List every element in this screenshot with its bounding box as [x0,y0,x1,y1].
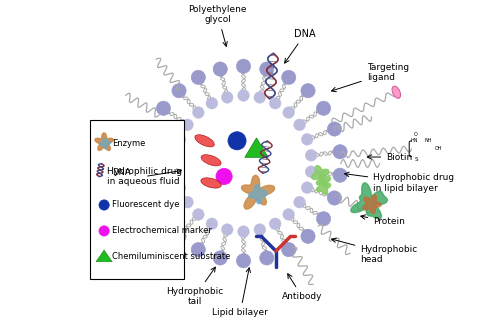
Text: Enzyme: Enzyme [112,139,146,147]
Circle shape [213,251,228,265]
Circle shape [236,59,250,73]
Text: Hydrophobic
head: Hydrophobic head [332,238,418,264]
Circle shape [222,92,233,103]
Circle shape [333,145,347,159]
Text: Hydrophobic drug
in lipid bilayer: Hydrophobic drug in lipid bilayer [344,172,455,193]
Text: DNA: DNA [284,29,316,63]
Polygon shape [96,250,112,262]
Polygon shape [95,133,113,150]
Circle shape [140,145,154,159]
Circle shape [301,84,315,98]
Circle shape [316,212,330,226]
Circle shape [270,97,281,109]
Ellipse shape [201,178,222,188]
Polygon shape [316,174,330,188]
Circle shape [182,119,194,131]
Circle shape [294,196,306,208]
Circle shape [174,133,186,145]
Circle shape [146,191,160,205]
Circle shape [182,196,194,208]
Polygon shape [350,183,388,219]
Circle shape [172,229,186,243]
Circle shape [192,107,204,118]
Ellipse shape [195,135,214,147]
Text: Antibody: Antibody [282,274,322,301]
Text: S: S [414,157,418,162]
Text: HN: HN [410,138,418,143]
Circle shape [254,224,266,235]
Text: Electrochemical marker: Electrochemical marker [112,226,212,235]
Circle shape [270,218,281,230]
Circle shape [206,97,218,109]
Text: OH: OH [434,146,442,151]
Circle shape [301,229,315,243]
Circle shape [192,209,204,220]
Circle shape [236,254,250,268]
Polygon shape [242,175,274,209]
Text: Targeting
ligand: Targeting ligand [332,63,409,92]
Polygon shape [248,185,268,204]
Circle shape [328,122,342,136]
Circle shape [216,168,232,184]
Text: O: O [414,132,418,137]
Circle shape [238,90,250,101]
Text: Biotin: Biotin [368,152,412,162]
Text: Polyethylene
glycol: Polyethylene glycol [188,5,247,46]
Circle shape [283,209,294,220]
Text: DNA: DNA [112,168,131,177]
Circle shape [156,212,170,226]
Circle shape [306,149,317,161]
Circle shape [283,107,294,118]
Text: Protein: Protein [361,215,405,226]
Polygon shape [312,166,329,183]
Text: Fluorescent dye: Fluorescent dye [112,200,180,209]
Circle shape [254,92,266,103]
Circle shape [191,70,206,84]
Text: Hydrophobic
tail: Hydrophobic tail [166,267,224,306]
Circle shape [302,182,313,194]
Polygon shape [363,195,382,214]
Circle shape [306,166,317,178]
Circle shape [206,218,218,230]
Circle shape [213,62,228,76]
Circle shape [260,251,274,265]
Ellipse shape [392,86,400,98]
Text: Chemiluminiscent substrate: Chemiluminiscent substrate [112,252,230,261]
Circle shape [282,70,296,84]
Circle shape [328,191,342,205]
Circle shape [222,224,233,235]
Circle shape [282,243,296,257]
Circle shape [174,182,186,194]
Circle shape [172,84,186,98]
Polygon shape [316,180,330,195]
Text: Lipid bilayer: Lipid bilayer [212,268,268,317]
Circle shape [146,122,160,136]
Circle shape [294,119,306,131]
Circle shape [99,226,110,236]
Ellipse shape [201,155,221,166]
Polygon shape [100,138,110,149]
Circle shape [191,243,206,257]
Circle shape [333,168,347,182]
Circle shape [140,168,154,182]
Circle shape [260,62,274,76]
Circle shape [238,226,250,237]
Circle shape [228,132,246,150]
Circle shape [302,133,313,145]
Text: Hydrophilic drug
in aqueous fluid: Hydrophilic drug in aqueous fluid [108,167,182,186]
Polygon shape [245,138,268,157]
Circle shape [156,101,170,115]
Circle shape [170,166,182,178]
Text: NH: NH [424,138,432,143]
Circle shape [99,200,110,210]
Circle shape [316,101,330,115]
Circle shape [170,149,182,161]
FancyBboxPatch shape [90,120,184,279]
